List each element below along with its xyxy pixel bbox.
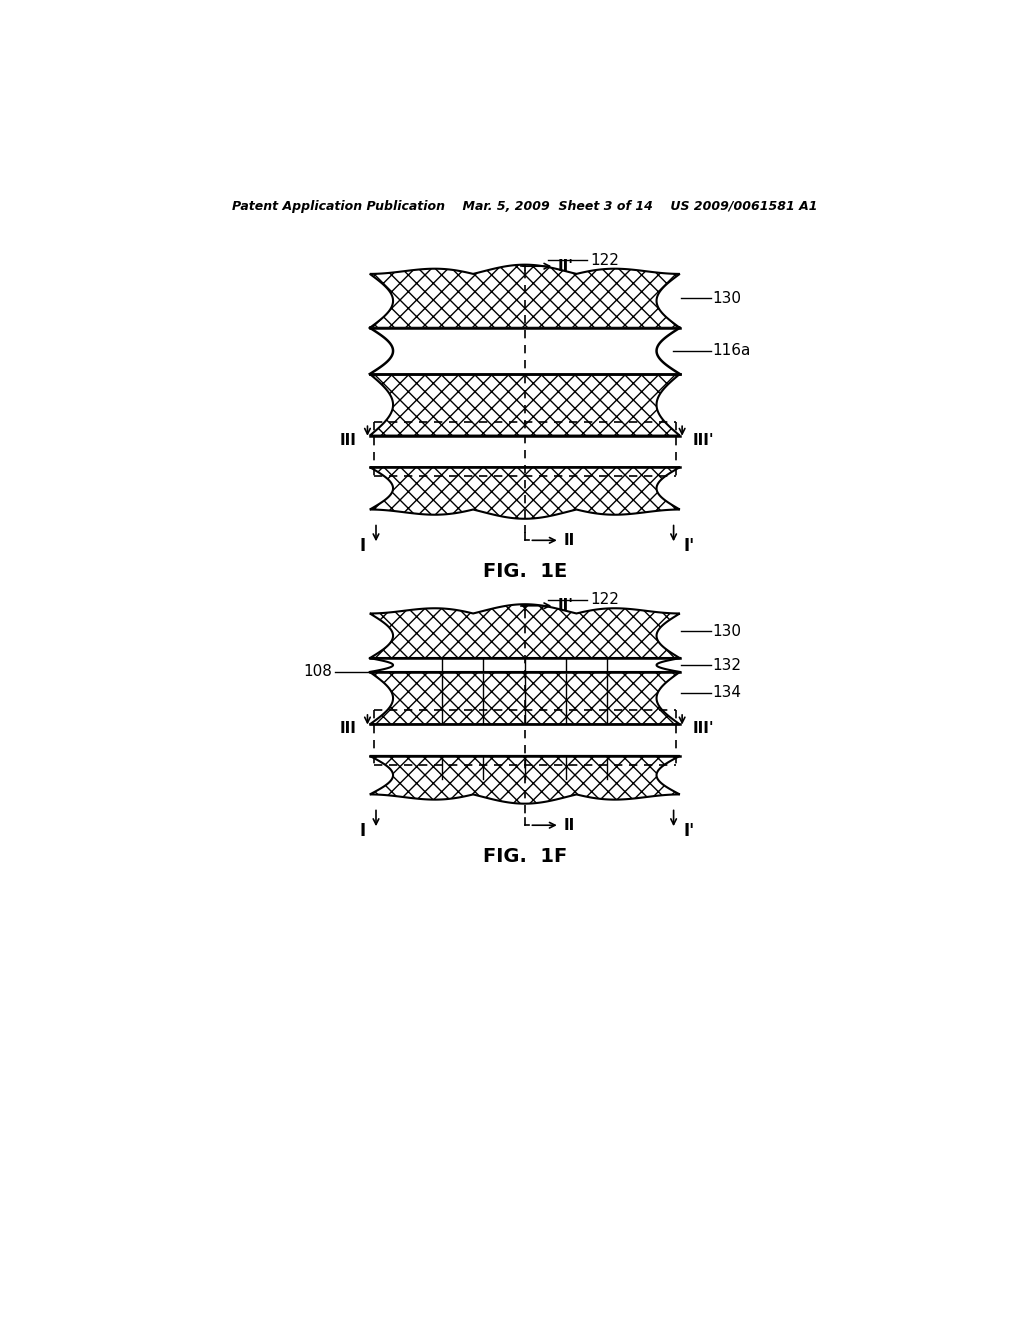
Text: 122: 122 <box>591 252 620 268</box>
Polygon shape <box>370 756 680 804</box>
Text: 132: 132 <box>713 657 741 673</box>
Text: 108: 108 <box>304 664 333 680</box>
Text: 130: 130 <box>713 290 741 306</box>
Text: I': I' <box>684 822 695 841</box>
Text: II: II <box>563 817 574 833</box>
Text: III': III' <box>693 722 715 737</box>
Text: FIG.  1F: FIG. 1F <box>482 846 567 866</box>
Text: 134: 134 <box>713 685 741 701</box>
Polygon shape <box>370 659 680 672</box>
Text: 116a: 116a <box>713 343 751 359</box>
Text: II': II' <box>557 259 573 273</box>
Text: FIG.  1E: FIG. 1E <box>482 561 567 581</box>
Text: 130: 130 <box>713 624 741 639</box>
Polygon shape <box>370 672 680 725</box>
Polygon shape <box>370 374 680 436</box>
Text: II: II <box>563 533 574 548</box>
Polygon shape <box>370 327 680 374</box>
Text: III: III <box>340 722 356 737</box>
Polygon shape <box>370 605 680 659</box>
Text: III': III' <box>693 433 715 447</box>
Polygon shape <box>370 265 680 327</box>
Text: I: I <box>359 822 366 841</box>
Text: 122: 122 <box>591 593 620 607</box>
Text: II': II' <box>557 598 573 614</box>
Text: I': I' <box>684 537 695 556</box>
Text: III: III <box>340 433 356 447</box>
Text: Patent Application Publication    Mar. 5, 2009  Sheet 3 of 14    US 2009/0061581: Patent Application Publication Mar. 5, 2… <box>232 199 817 213</box>
Text: I: I <box>359 537 366 556</box>
Polygon shape <box>370 467 680 519</box>
